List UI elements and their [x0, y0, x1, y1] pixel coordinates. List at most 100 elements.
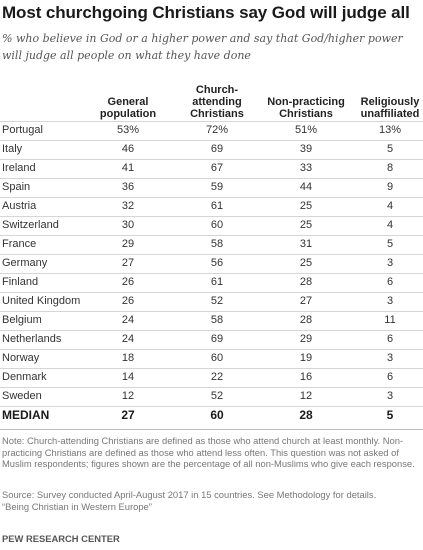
value-cell-col-3: 25 — [299, 200, 313, 212]
table-row: Portugal 53% 72% 51% 13% — [0, 121, 423, 140]
value-cell-col-3: 33 — [299, 162, 313, 174]
value-cell-col-4: 3 — [386, 295, 394, 307]
row-divider — [0, 140, 423, 141]
value-cell-col-2: 52 — [210, 295, 224, 307]
value-cell-col-3: 28 — [299, 408, 313, 422]
value-cell-col-3: 31 — [299, 238, 313, 250]
pew-research-center-credit: PEW RESEARCH CENTER — [2, 533, 120, 544]
source-text: Source: Survey conducted April-August 20… — [2, 489, 377, 500]
value-cell-col-4: 3 — [386, 352, 394, 364]
value-cell-col-4: 3 — [386, 390, 394, 402]
value-cell-col-1: 26 — [121, 295, 135, 307]
value-cell-col-1: 46 — [121, 143, 135, 155]
country-label: Germany — [2, 257, 48, 269]
row-divider — [0, 235, 423, 236]
value-cell-col-2: 58 — [210, 238, 224, 250]
country-label: Netherlands — [2, 333, 62, 345]
value-cell-col-3: 39 — [299, 143, 313, 155]
notes-divider — [0, 429, 423, 430]
value-cell-col-3: 12 — [299, 390, 313, 402]
country-label: Denmark — [2, 371, 47, 383]
value-cell-col-3: 44 — [299, 181, 313, 193]
column-header-4: Religiously unaffiliated — [360, 96, 420, 120]
value-cell-col-2: 52 — [210, 390, 224, 402]
value-cell-col-2: 69 — [210, 143, 224, 155]
chart-title: Most churchgoing Christians say God will… — [2, 3, 410, 22]
value-cell-col-4: 8 — [386, 162, 394, 174]
country-label: Finland — [2, 276, 39, 288]
country-label: Portugal — [2, 124, 43, 136]
value-cell-col-2: 60 — [210, 219, 224, 231]
value-cell-col-4: 11 — [384, 314, 396, 326]
country-label: Norway — [2, 352, 40, 364]
value-cell-col-4: 9 — [386, 181, 394, 193]
value-cell-col-1: 30 — [121, 219, 135, 231]
value-cell-col-4: 5 — [386, 408, 394, 422]
table-row: Spain 36 59 44 9 — [0, 178, 423, 197]
table-row: Germany 27 56 25 3 — [0, 254, 423, 273]
column-header-3: Non-practicing Christians — [267, 96, 345, 120]
value-cell-col-4: 6 — [386, 276, 394, 288]
row-divider — [0, 368, 423, 369]
value-cell-col-1: 27 — [121, 257, 135, 269]
value-cell-col-3: 16 — [299, 371, 313, 383]
value-cell-col-2: 69 — [210, 333, 224, 345]
value-cell-col-4: 4 — [386, 200, 394, 212]
table-row: France 29 58 31 5 — [0, 235, 423, 254]
value-cell-col-4: 5 — [386, 238, 394, 250]
value-cell-col-1: 41 — [121, 162, 135, 174]
value-cell-col-1: 29 — [121, 238, 135, 250]
table-row: Belgium 24 58 28 11 — [0, 311, 423, 330]
country-label: Sweden — [2, 390, 42, 402]
table-row: Norway 18 60 19 3 — [0, 349, 423, 368]
value-cell-col-3: 25 — [299, 257, 313, 269]
value-cell-col-1: 14 — [121, 371, 135, 383]
country-label: Spain — [2, 181, 31, 193]
table-row: Netherlands 24 69 29 6 — [0, 330, 423, 349]
row-divider — [0, 387, 423, 388]
country-label: France — [2, 238, 37, 250]
table-row: Italy 46 69 39 5 — [0, 140, 423, 159]
value-cell-col-3: 27 — [299, 295, 313, 307]
header-divider — [0, 121, 423, 122]
value-cell-col-2: 61 — [210, 276, 224, 288]
value-cell-col-3: 28 — [299, 314, 313, 326]
value-cell-col-3: 29 — [299, 333, 313, 345]
row-divider — [0, 311, 423, 312]
value-cell-col-4: 13% — [378, 124, 402, 136]
country-label: Italy — [2, 143, 23, 155]
table-row: Switzerland 30 60 25 4 — [0, 216, 423, 235]
row-divider — [0, 406, 423, 407]
table-row: Ireland 41 67 33 8 — [0, 159, 423, 178]
chart-subtitle: % who believe in God or a higher power a… — [2, 32, 403, 62]
value-cell-col-2: 60 — [210, 408, 224, 422]
row-divider — [0, 330, 423, 331]
country-label: Austria — [2, 200, 37, 212]
row-divider — [0, 197, 423, 198]
note-text: Note: Church-attending Christians are de… — [2, 435, 415, 469]
row-divider — [0, 159, 423, 160]
value-cell-col-2: 56 — [210, 257, 224, 269]
value-cell-col-1: 53% — [116, 124, 140, 136]
value-cell-col-4: 3 — [386, 257, 394, 269]
value-cell-col-4: 5 — [386, 143, 394, 155]
value-cell-col-2: 61 — [210, 200, 224, 212]
value-cell-col-4: 4 — [386, 219, 394, 231]
table-row: Sweden 12 52 12 3 — [0, 387, 423, 406]
value-cell-col-2: 58 — [210, 314, 224, 326]
value-cell-col-4: 6 — [386, 371, 394, 383]
value-cell-col-2: 22 — [210, 371, 224, 383]
row-divider — [0, 292, 423, 293]
country-label: Belgium — [2, 314, 42, 326]
table-row: Denmark 14 22 16 6 — [0, 368, 423, 387]
value-cell-col-1: 18 — [121, 352, 135, 364]
median-label: MEDIAN — [2, 408, 50, 422]
value-cell-col-2: 72% — [205, 124, 229, 136]
value-cell-col-3: 25 — [299, 219, 313, 231]
value-cell-col-2: 67 — [210, 162, 224, 174]
value-cell-col-1: 32 — [121, 200, 135, 212]
country-label: Switzerland — [2, 219, 59, 231]
value-cell-col-2: 60 — [210, 352, 224, 364]
value-cell-col-1: 36 — [121, 181, 135, 193]
table-row: Austria 32 61 25 4 — [0, 197, 423, 216]
